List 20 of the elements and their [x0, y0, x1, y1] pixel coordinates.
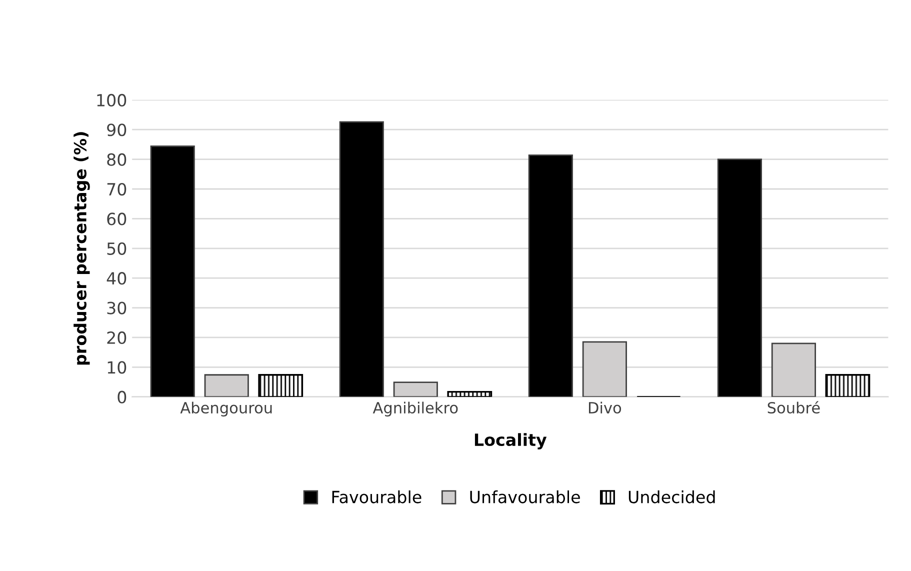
x-tick-label: Divo: [588, 402, 622, 414]
legend-label: Unfavourable: [470, 490, 580, 504]
x-tick-label: Abengourou: [180, 402, 272, 416]
x-axis-title: Locality: [474, 433, 547, 450]
y-tick-label: 90: [107, 124, 126, 136]
y-tick-label: 10: [108, 361, 126, 374]
y-tick-label: 40: [106, 272, 126, 285]
y-tick-label: 20: [107, 331, 126, 344]
y-tick-label: 80: [107, 153, 126, 166]
y-tick-label: 100: [97, 94, 126, 106]
x-tick-label: Soubré: [768, 401, 820, 414]
y-tick-label: 30: [107, 302, 126, 314]
y-axis-title: producer percentage (%): [74, 132, 90, 365]
y-tick-label: 70: [107, 182, 126, 196]
x-tick-label: Agnibilekro: [372, 402, 458, 416]
y-tick-label: 60: [107, 212, 126, 226]
y-tick-label: 50: [107, 242, 126, 255]
y-tick-label: 0: [118, 390, 126, 404]
legend-label: Undecided: [628, 490, 715, 504]
legend-label: Favourable: [332, 490, 422, 504]
